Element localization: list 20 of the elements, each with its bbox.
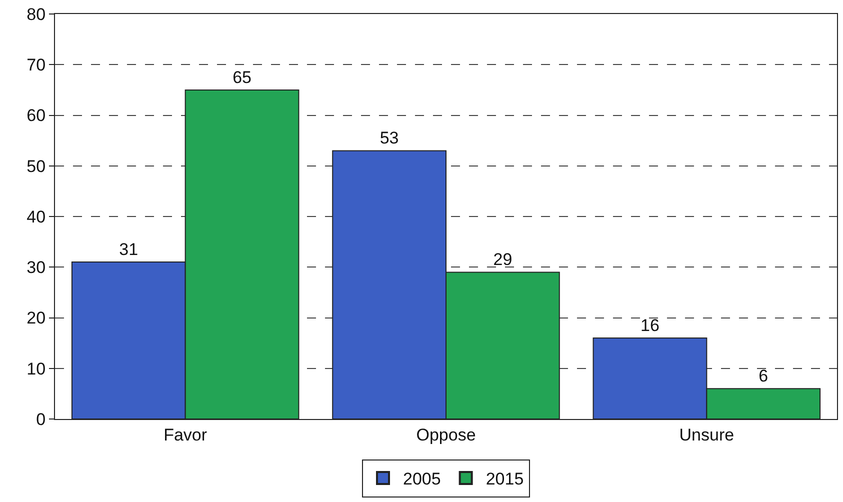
y-tick-label: 50 [26, 156, 46, 176]
y-tick-label: 70 [26, 56, 46, 75]
x-tick-label: Favor [164, 425, 208, 444]
data-label: 6 [758, 366, 768, 386]
y-tick-label: 60 [26, 106, 46, 126]
y-tick-label: 0 [36, 410, 46, 429]
y-tick-label: 30 [26, 258, 46, 278]
y-tick-label: 40 [26, 207, 46, 226]
y-tick-label: 80 [26, 4, 46, 24]
legend-label: 2005 [403, 470, 441, 489]
y-tick-label: 10 [26, 359, 46, 378]
data-label: 31 [119, 240, 138, 260]
legend-label: 2015 [486, 470, 524, 489]
x-tick-label: Oppose [416, 425, 476, 444]
y-tick-label: 20 [26, 308, 46, 328]
x-tick-label: Unsure [679, 425, 734, 444]
data-label: 65 [232, 68, 252, 87]
data-label: 16 [640, 316, 660, 335]
data-label: 53 [380, 128, 399, 148]
data-label: 29 [493, 250, 512, 270]
